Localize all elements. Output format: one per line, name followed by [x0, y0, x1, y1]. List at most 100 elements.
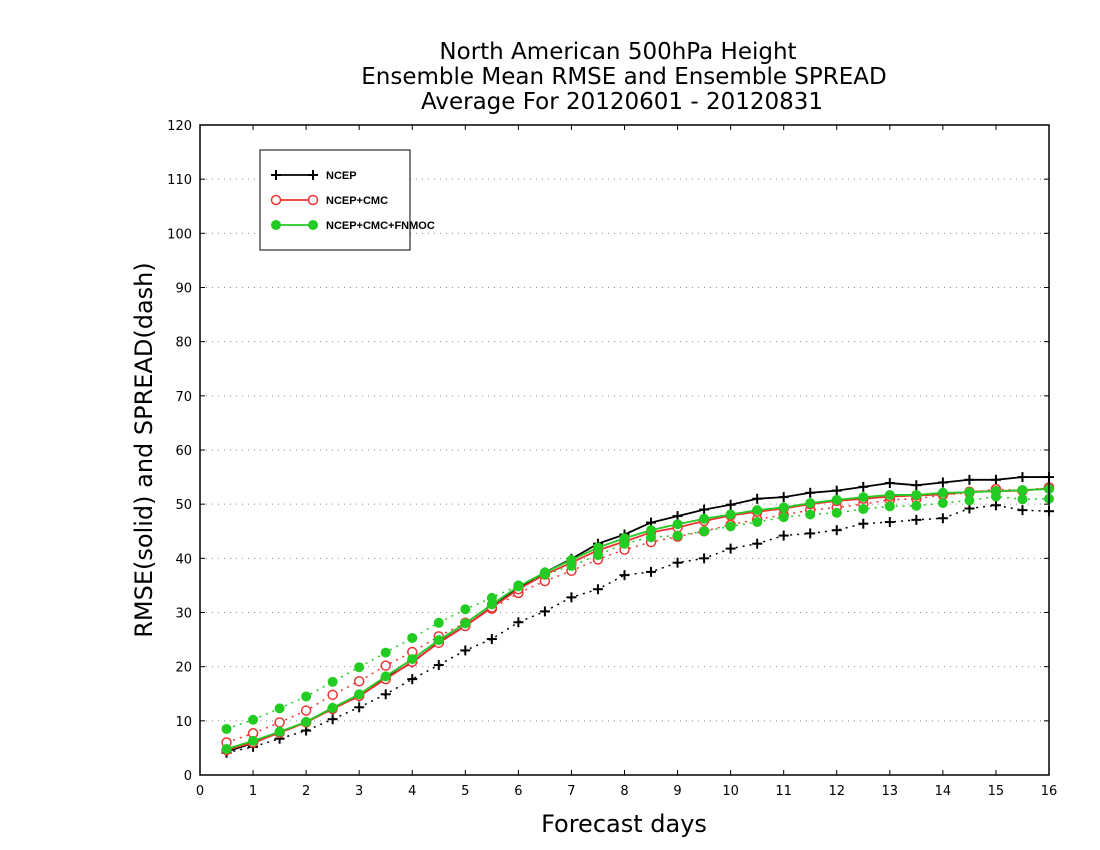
x-tick-label: 5 — [461, 784, 469, 799]
spread-point — [911, 500, 922, 511]
legend-marker — [308, 220, 318, 230]
spread-point — [699, 526, 710, 537]
x-tick-label: 16 — [1041, 784, 1058, 799]
y-tick-label: 110 — [167, 173, 192, 188]
spread-line — [226, 504, 1050, 754]
y-tick-label: 20 — [175, 661, 192, 676]
spread-point — [300, 705, 312, 716]
x-tick-label: 8 — [620, 784, 628, 799]
legend-label: NCEP — [326, 170, 357, 182]
y-tick-label: 90 — [175, 282, 192, 297]
rmse-point — [752, 493, 763, 504]
spread-point — [513, 617, 524, 628]
spread-point — [884, 501, 895, 512]
spread-point — [301, 691, 312, 702]
spread-line — [226, 495, 1050, 730]
spread-point — [937, 498, 948, 509]
spread-point — [539, 606, 550, 617]
spread-point — [274, 717, 285, 728]
legend-marker — [270, 194, 282, 206]
x-tick-label: 1 — [249, 784, 257, 799]
y-tick-label: 10 — [175, 715, 192, 730]
rmse-point — [725, 499, 736, 510]
spread-point — [858, 504, 869, 515]
spread-point — [327, 714, 338, 725]
rmse-point — [1017, 485, 1028, 496]
spread-point — [699, 553, 710, 564]
rmse-point — [699, 504, 710, 515]
spread-point — [831, 507, 842, 518]
series-1 — [221, 482, 1055, 756]
x-tick-label: 10 — [722, 784, 739, 799]
series-2 — [221, 484, 1054, 754]
rmse-point — [407, 654, 418, 665]
spread-point — [805, 528, 816, 539]
spread-point — [407, 674, 418, 685]
y-tick-label: 120 — [167, 119, 192, 134]
y-tick-label: 0 — [184, 769, 192, 784]
rmse-point — [672, 519, 683, 530]
rmse-point — [1017, 472, 1028, 483]
y-tick-label: 100 — [167, 227, 192, 242]
rmse-point — [327, 702, 338, 713]
rmse-point — [778, 502, 789, 513]
spread-point — [646, 566, 657, 577]
rmse-point — [831, 485, 842, 496]
legend-item: NCEP+CMC — [270, 194, 388, 207]
spread-point — [354, 702, 365, 713]
x-tick-label: 0 — [196, 784, 204, 799]
legend-item: NCEP — [271, 170, 357, 182]
spread-point — [672, 530, 683, 541]
y-tick-label: 50 — [175, 498, 192, 513]
rmse-point — [433, 635, 444, 646]
x-tick-label: 9 — [673, 784, 681, 799]
rmse-point — [964, 487, 975, 498]
spread-point — [1017, 494, 1028, 505]
spread-point — [672, 557, 683, 568]
y-axis-title: RMSE(solid) and SPREAD(dash) — [130, 262, 158, 638]
rmse-point — [937, 487, 948, 498]
spread-point — [566, 592, 577, 603]
rmse-point — [990, 486, 1001, 497]
spread-point — [380, 689, 391, 700]
rmse-point — [805, 487, 816, 498]
y-tick-label: 40 — [175, 552, 192, 567]
x-tick-label: 2 — [302, 784, 310, 799]
rmse-point — [539, 567, 550, 578]
rmse-point — [937, 477, 948, 488]
rmse-point — [274, 726, 285, 737]
legend-label: NCEP+CMC — [326, 195, 388, 207]
spread-point — [354, 662, 365, 673]
legend-item: NCEP+CMC+FNMOC — [271, 220, 435, 232]
spread-point — [831, 525, 842, 536]
rmse-point — [301, 716, 312, 727]
title-line-3: Average For 20120601 - 20120831 — [421, 89, 823, 115]
chart-title: North American 500hPa Height Ensemble Me… — [361, 39, 886, 115]
spread-point — [327, 676, 338, 687]
rmse-point — [725, 509, 736, 520]
spread-point — [725, 521, 736, 532]
rmse-point — [380, 671, 391, 682]
rmse-line — [226, 476, 1049, 753]
spread-point — [460, 645, 471, 656]
rmse-point — [566, 554, 577, 565]
spread-point — [353, 676, 365, 687]
rmse-point — [460, 618, 471, 629]
rmse-point — [884, 478, 895, 489]
spread-point — [778, 530, 789, 541]
x-tick-label: 3 — [355, 784, 363, 799]
x-tick-label: 13 — [882, 784, 899, 799]
spread-point — [327, 689, 338, 701]
x-tick-label: 15 — [988, 784, 1005, 799]
x-tick-label: 14 — [935, 784, 952, 799]
rmse-point — [858, 481, 869, 492]
spread-point — [380, 647, 391, 658]
series-0 — [221, 472, 1054, 758]
rmse-point — [990, 474, 1001, 485]
rmse-point — [805, 498, 816, 509]
rmse-point — [858, 492, 869, 503]
x-tick-label: 4 — [408, 784, 416, 799]
spread-point — [725, 543, 736, 554]
rmse-point — [964, 474, 975, 485]
